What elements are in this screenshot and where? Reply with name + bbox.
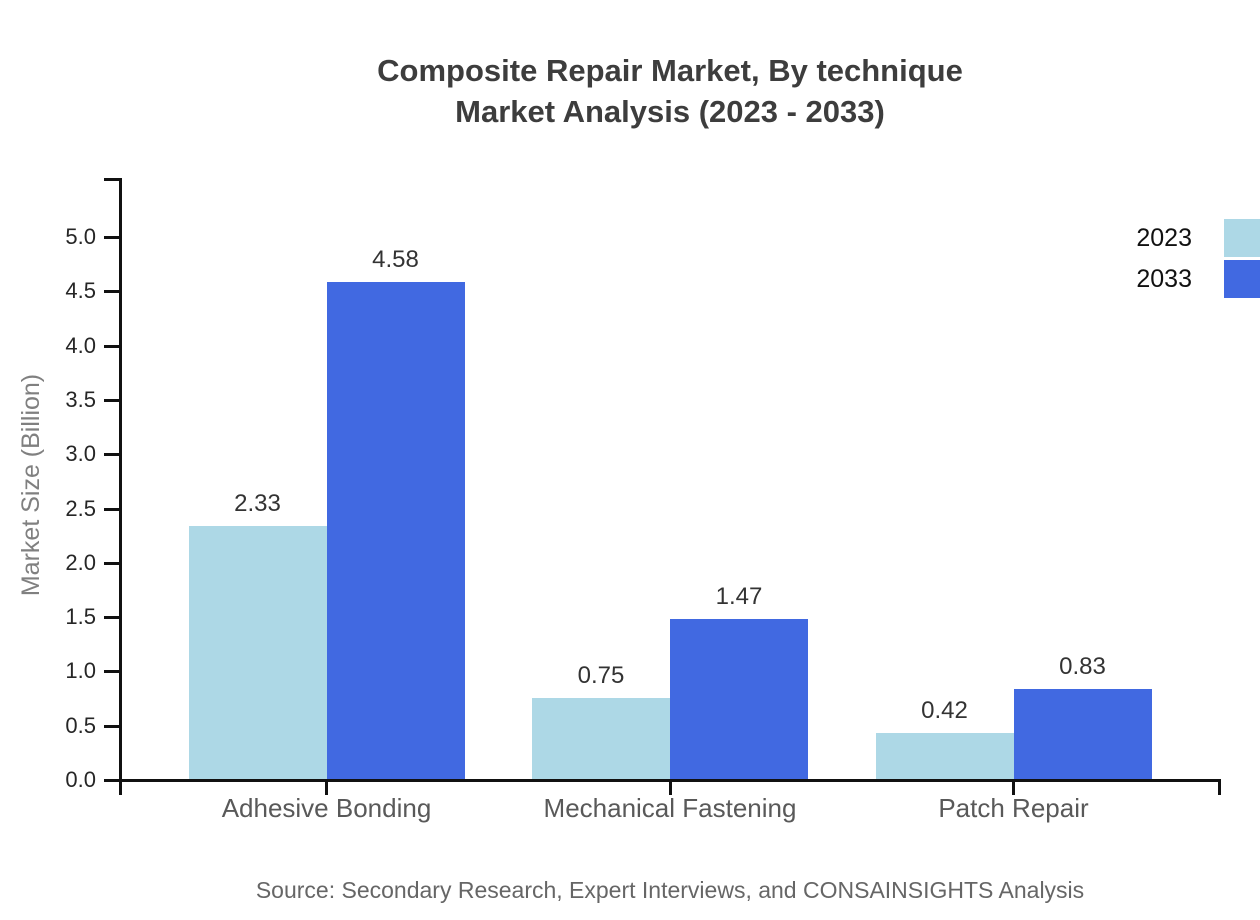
x-axis-right-cap xyxy=(1218,779,1221,795)
bar-2033-0 xyxy=(326,282,465,779)
x-tick-mark xyxy=(325,779,328,795)
value-label-2023-2: 0.42 xyxy=(921,697,968,724)
y-tick-label: 4.0 xyxy=(65,333,96,358)
value-label-2033-0: 4.58 xyxy=(372,246,419,273)
y-tick-label: 3.5 xyxy=(65,387,96,412)
legend-row-2023: 2023 xyxy=(1136,219,1260,257)
y-tick-mark xyxy=(104,670,119,673)
legend: 2023 2033 xyxy=(1136,219,1260,301)
y-tick-label: 1.5 xyxy=(65,604,96,629)
value-label-2033-1: 1.47 xyxy=(715,583,763,610)
y-tick-mark xyxy=(104,290,119,293)
value-label-2033-2: 0.83 xyxy=(1059,653,1106,680)
y-tick-label: 2.0 xyxy=(65,550,96,575)
bar-2033-1 xyxy=(670,619,808,779)
chart-title-line1: Composite Repair Market, By technique xyxy=(377,53,963,88)
y-tick-label: 0.5 xyxy=(65,713,96,738)
y-tick-mark xyxy=(104,725,119,728)
y-tick-label: 0.0 xyxy=(65,767,96,792)
source-note: Source: Secondary Research, Expert Inter… xyxy=(255,877,1085,903)
category-label-0: Adhesive Bonding xyxy=(221,793,432,823)
chart-title-line2: Market Analysis (2023 - 2033) xyxy=(455,94,885,129)
y-axis-title: Market Size (Billion) xyxy=(17,373,45,597)
legend-swatch-2023 xyxy=(1224,219,1260,257)
x-tick-mark xyxy=(668,779,672,795)
x-tick-mark xyxy=(1012,779,1015,795)
y-tick-mark xyxy=(104,345,119,348)
y-tick-label: 4.5 xyxy=(65,278,96,303)
category-label-1: Mechanical Fastening xyxy=(543,793,797,823)
value-label-2023-1: 0.75 xyxy=(577,662,625,689)
bar-2023-1 xyxy=(532,698,670,779)
y-tick-label: 1.0 xyxy=(65,658,96,683)
y-axis-top-cap xyxy=(104,178,119,181)
legend-label-2033: 2033 xyxy=(1136,264,1192,293)
legend-swatch-2033 xyxy=(1224,260,1260,298)
y-tick-label: 5.0 xyxy=(65,224,96,249)
y-tick-mark xyxy=(104,453,119,456)
bar-2023-2 xyxy=(875,733,1014,779)
y-tick-mark xyxy=(104,562,119,565)
value-label-2023-0: 2.33 xyxy=(234,490,281,517)
y-axis-line xyxy=(119,178,122,795)
category-label-2: Patch Repair xyxy=(938,793,1089,823)
y-tick-label: 2.5 xyxy=(65,496,96,521)
y-tick-mark xyxy=(104,236,119,239)
y-tick-label: 3.0 xyxy=(65,441,96,466)
y-tick-mark xyxy=(104,399,119,402)
legend-row-2033: 2033 xyxy=(1136,260,1260,298)
y-tick-mark xyxy=(104,616,119,619)
bar-2023-0 xyxy=(188,526,327,779)
y-tick-mark xyxy=(104,508,119,511)
chart-title: Composite Repair Market, By technique Ma… xyxy=(40,50,1260,132)
y-tick-mark xyxy=(104,779,119,782)
bar-2033-2 xyxy=(1013,689,1152,779)
legend-label-2023: 2023 xyxy=(1136,223,1192,252)
